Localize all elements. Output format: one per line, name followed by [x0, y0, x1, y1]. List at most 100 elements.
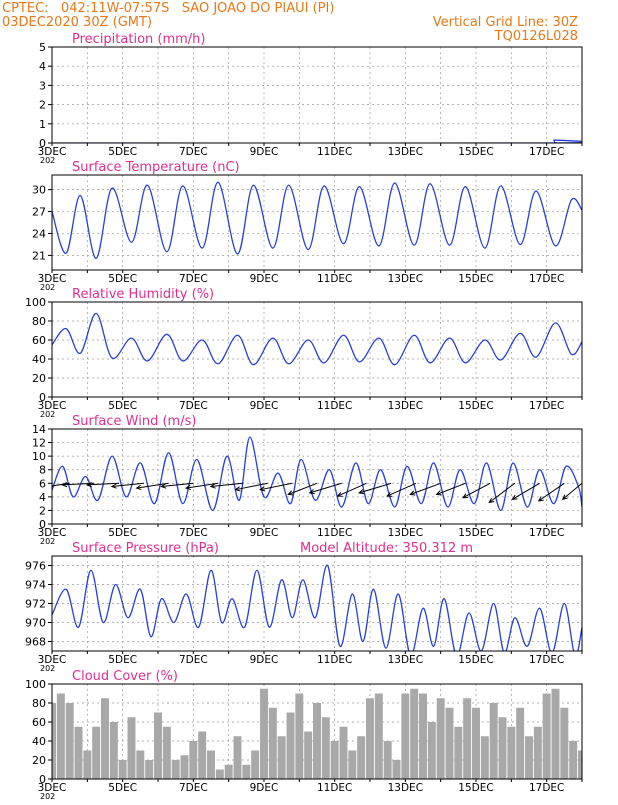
wind-arrow-shaft-15 [410, 482, 441, 495]
series-line-pressure [52, 564, 582, 651]
ytick-label-rh-5: 100 [25, 296, 46, 309]
wind-arrow-20 [537, 482, 565, 502]
cloud-bar-16 [189, 741, 198, 779]
xtick-label-pressure-2: 7DEC [179, 654, 208, 666]
wind-arrow-head-3 [110, 483, 117, 489]
xtick-label-precip-7: 17DEC [529, 146, 564, 158]
cloud-bar-8 [118, 760, 127, 779]
xtick-label-rh-3: 9DEC [250, 400, 279, 412]
wind-arrow-head-21 [561, 494, 568, 501]
xtick-label-wind-3: 9DEC [250, 527, 279, 539]
wind-arrow-shaft-21 [562, 482, 582, 500]
cloud-bar-42 [419, 693, 427, 779]
wind-arrow-shaft-3 [111, 482, 144, 487]
wind-arrow-head-4 [135, 484, 142, 491]
xtick-label-precip-5: 13DEC [388, 146, 423, 158]
ytick-label-wind-4: 8 [39, 464, 46, 477]
xtick-label-rh-2: 7DEC [179, 400, 208, 412]
cloud-bar-1 [56, 693, 65, 779]
xtick-label-cloud-2: 7DEC [179, 782, 208, 794]
wind-arrow-12 [336, 482, 367, 497]
xtick-label-pressure-0: 3DEC [38, 654, 67, 666]
ytick-label-rh-0: 0 [39, 391, 46, 404]
wind-arrow-5 [160, 482, 194, 489]
cloud-bar-0 [52, 703, 56, 779]
wind-arrow-shaft-4 [136, 482, 169, 489]
wind-arrow-18 [488, 482, 516, 504]
ytick-label-cloud-5: 100 [25, 678, 46, 691]
title-precip: Precipitation (mm/h) [72, 32, 205, 47]
cloud-bar-22 [242, 764, 251, 779]
cloud-bar-19 [215, 769, 224, 779]
wind-arrow-8 [234, 482, 268, 492]
xtick-label-temp-0: 3DEC [38, 273, 67, 285]
wind-arrow-head-2 [85, 482, 92, 488]
xtick-label-rh-4: 11DEC [317, 400, 352, 412]
wind-arrow-shaft-8 [235, 482, 268, 491]
cloud-bar-6 [101, 698, 109, 779]
xtick-year-cloud: 202 [40, 792, 55, 800]
xtick-label-temp-6: 15DEC [458, 273, 493, 285]
wind-arrow-head-15 [409, 490, 416, 496]
xtick-year-wind: 202 [40, 537, 55, 546]
ytick-label-precip-1: 1 [39, 118, 46, 131]
xtick-year-precip: 202 [40, 156, 55, 165]
xtick-label-pressure-7: 17DEC [529, 654, 564, 666]
xtick-label-rh-7: 17DEC [529, 400, 564, 412]
frame-wind [51, 428, 583, 525]
cloud-bar-39 [392, 760, 401, 779]
xtick-label-rh-5: 13DEC [388, 400, 423, 412]
xtick-label-precip-1: 5DEC [108, 146, 137, 158]
wind-arrow-head-14 [386, 491, 393, 497]
header-grid-note: Vertical Grid Line: 30Z [433, 15, 578, 30]
cloud-bar-25 [268, 707, 277, 779]
cloud-bar-20 [224, 764, 233, 779]
xtick-label-wind-6: 15DEC [458, 527, 493, 539]
title-pressure: Surface Pressure (hPa) [72, 541, 219, 556]
panel-rh: 0 20 40 60 80 100 3DEC 5DEC 7DEC 9DEC 11DEC 13DEC 15… [25, 287, 583, 419]
frame-pressure [51, 555, 583, 652]
cloud-bar-34 [348, 750, 357, 779]
wind-arrow-shaft-2 [87, 482, 120, 486]
xtick-label-precip-2: 7DEC [179, 146, 208, 158]
wind-arrow-head-19 [511, 494, 518, 500]
header-run-id: TQ0126L028 [494, 29, 578, 44]
xtick-label-wind-0: 3DEC [38, 527, 67, 539]
cloud-bar-30 [313, 703, 321, 779]
wind-arrow-head-12 [336, 491, 343, 497]
cloud-bar-12 [154, 712, 162, 779]
xtick-label-wind-2: 7DEC [179, 527, 208, 539]
ytick-label-pressure-3: 974 [25, 579, 46, 592]
ytick-label-temp-1: 24 [32, 227, 46, 240]
ytick-label-precip-2: 2 [39, 99, 46, 112]
cloud-bar-47 [463, 698, 472, 779]
wind-arrow-16 [435, 482, 466, 496]
cloud-bar-38 [383, 741, 392, 779]
cloud-bar-43 [427, 722, 436, 779]
data-pressure [52, 564, 582, 651]
xtick-label-precip-3: 9DEC [250, 146, 279, 158]
cloud-bar-29 [304, 731, 313, 779]
cloud-bar-7 [109, 722, 118, 779]
wind-arrow-head-6 [184, 484, 191, 491]
cloud-bar-5 [92, 726, 101, 779]
ytick-label-cloud-4: 80 [32, 697, 46, 710]
xtick-label-cloud-6: 15DEC [458, 782, 493, 794]
cloud-bar-57 [551, 688, 560, 779]
cloud-bar-49 [480, 736, 489, 779]
cloud-bar-15 [180, 755, 189, 779]
cloud-bar-11 [145, 760, 154, 779]
xtick-label-wind-4: 11DEC [317, 527, 352, 539]
cloud-bar-51 [498, 717, 507, 779]
cloud-bar-27 [286, 712, 295, 779]
cloud-bar-44 [436, 698, 445, 779]
ytick-label-rh-2: 40 [32, 353, 46, 366]
xtick-year-rh: 202 [40, 410, 55, 419]
wind-arrow-10 [287, 482, 318, 496]
wind-arrow-head-13 [358, 489, 365, 495]
subtitle-pressure: Model Altitude: 350.312 m [300, 541, 473, 556]
wind-arrow-4 [135, 482, 169, 491]
cloud-bar-10 [136, 750, 145, 779]
xtick-label-cloud-0: 3DEC [38, 782, 67, 794]
cloud-bar-13 [162, 726, 171, 779]
